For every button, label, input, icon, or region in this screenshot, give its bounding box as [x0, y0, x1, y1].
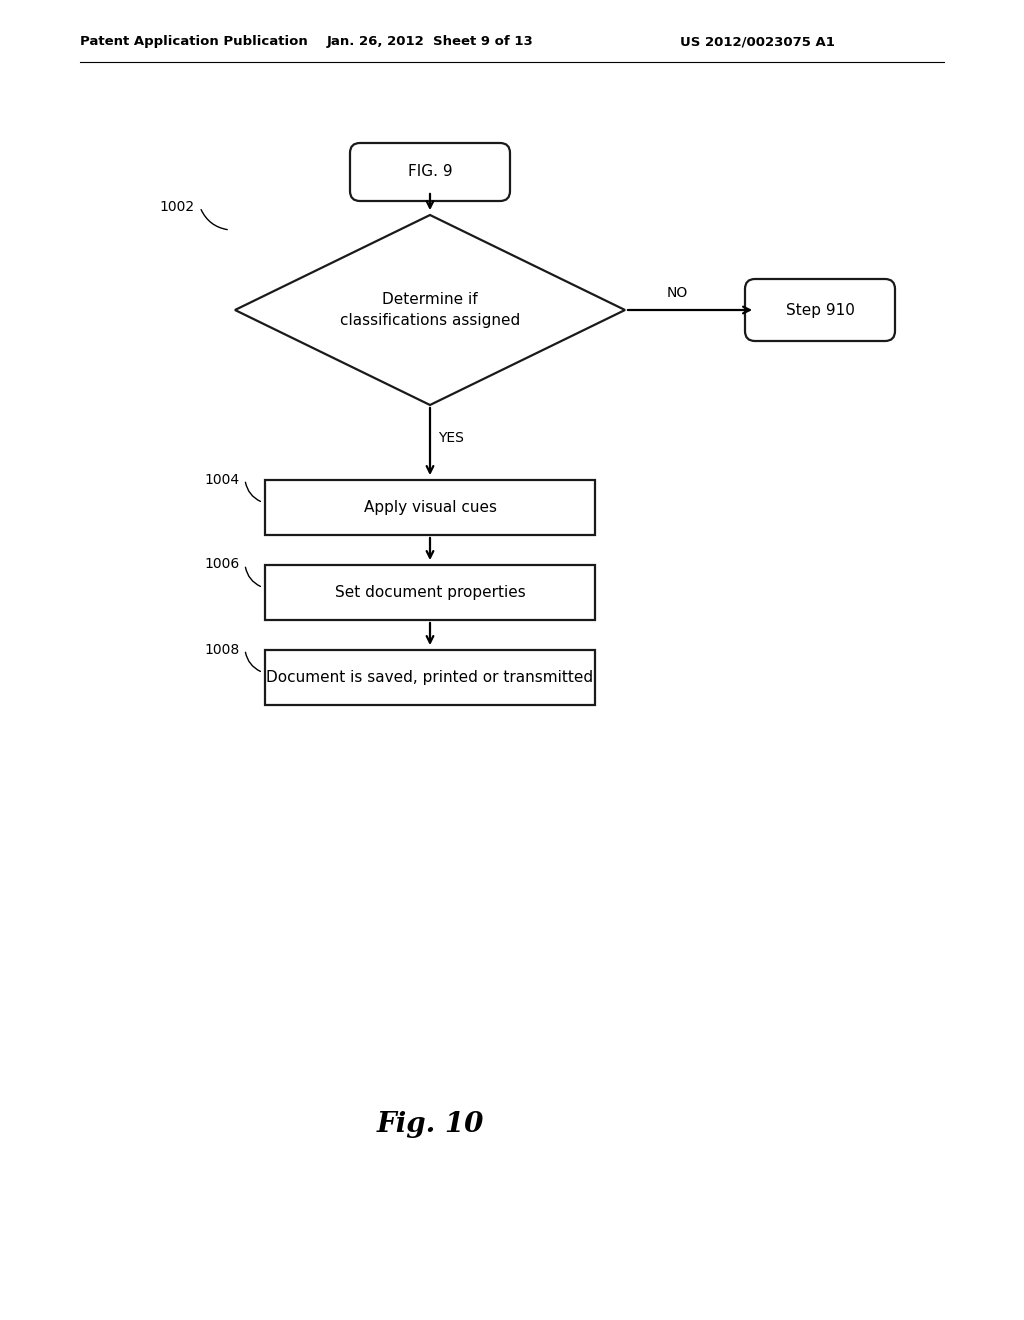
Text: Document is saved, printed or transmitted: Document is saved, printed or transmitte…	[266, 671, 594, 685]
FancyBboxPatch shape	[350, 143, 510, 201]
Text: 1008: 1008	[205, 643, 240, 656]
Text: Fig. 10: Fig. 10	[376, 1111, 483, 1138]
Polygon shape	[234, 215, 625, 405]
Text: 1002: 1002	[160, 201, 195, 214]
Text: US 2012/0023075 A1: US 2012/0023075 A1	[680, 36, 835, 49]
Text: YES: YES	[438, 430, 464, 445]
Text: Jan. 26, 2012  Sheet 9 of 13: Jan. 26, 2012 Sheet 9 of 13	[327, 36, 534, 49]
Text: FIG. 9: FIG. 9	[408, 165, 453, 180]
Text: 1004: 1004	[205, 473, 240, 487]
FancyBboxPatch shape	[265, 480, 595, 535]
Text: NO: NO	[667, 286, 688, 300]
Text: Step 910: Step 910	[785, 302, 854, 318]
Text: Determine if
classifications assigned: Determine if classifications assigned	[340, 292, 520, 327]
Text: 1006: 1006	[205, 557, 240, 572]
Text: Patent Application Publication: Patent Application Publication	[80, 36, 308, 49]
FancyBboxPatch shape	[745, 279, 895, 341]
FancyBboxPatch shape	[265, 649, 595, 705]
Text: Apply visual cues: Apply visual cues	[364, 500, 497, 515]
FancyBboxPatch shape	[265, 565, 595, 620]
Text: Set document properties: Set document properties	[335, 585, 525, 601]
